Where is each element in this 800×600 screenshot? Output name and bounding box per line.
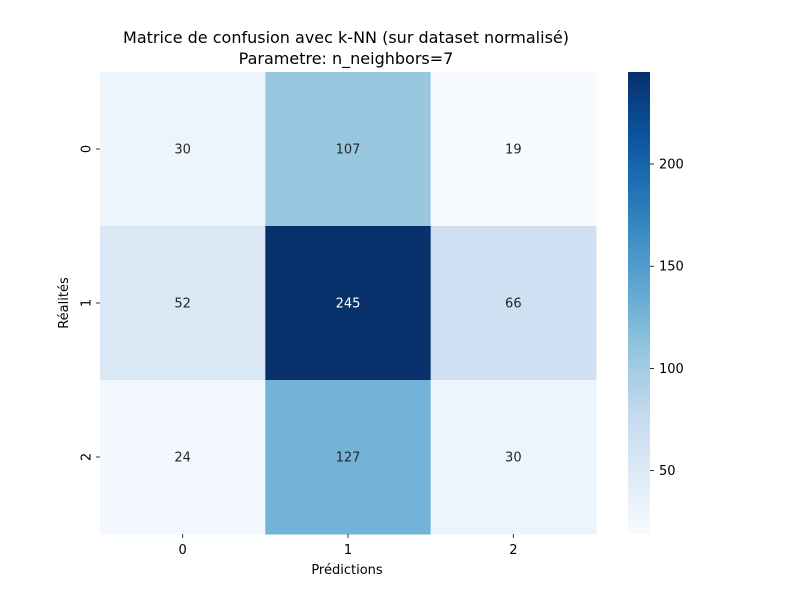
y-axis: 0 1 2 [80,145,100,461]
heatmap-cell-r2-c2 [430,380,597,535]
colorbar-gradient [628,72,650,534]
heatmap-cell-r1-c1 [265,226,432,381]
heatmap-value-label: 19 [505,143,522,158]
heatmap-value-label: 30 [505,451,522,466]
heatmap-cells [100,72,597,535]
heatmap-value-label: 24 [174,451,191,466]
heatmap-cell-r1-c0 [100,226,266,381]
heatmap-cell-r2-c1 [265,380,432,535]
y-tick-label: 0 [80,145,95,153]
chart-title: Matrice de confusion avec k-NN (sur data… [123,28,569,47]
x-axis-label: Prédictions [311,563,383,578]
colorbar-tick-label: 100 [659,362,684,377]
heatmap-value-label: 52 [174,297,191,312]
heatmap-value-label: 245 [336,297,361,312]
colorbar-tick-label: 200 [659,157,684,172]
colorbar-tick-label: 150 [659,260,684,275]
heatmap-cell-r2-c0 [100,380,266,535]
heatmap-value-labels: 30 107 19 52 245 66 24 127 30 [174,143,521,466]
heatmap-value-label: 30 [174,143,191,158]
y-axis-label: Réalités [57,277,72,329]
colorbar: 50 100 150 200 [628,72,684,534]
heatmap-cell-r0-c1 [265,72,432,227]
heatmap-cell-r0-c0 [100,72,266,227]
x-tick-label: 2 [509,543,517,558]
heatmap-cell-r0-c2 [430,72,597,227]
colorbar-tick-label: 50 [659,464,676,479]
x-tick-label: 0 [179,543,187,558]
heatmap-value-label: 107 [336,143,361,158]
heatmap-value-label: 66 [505,297,522,312]
heatmap-cell-r1-c2 [430,226,597,381]
chart-subtitle: Parametre: n_neighbors=7 [239,49,454,69]
x-axis: 0 1 2 [179,534,517,558]
heatmap-value-label: 127 [336,451,361,466]
x-tick-label: 1 [344,543,352,558]
y-tick-label: 2 [80,453,95,461]
y-tick-label: 1 [80,299,95,307]
